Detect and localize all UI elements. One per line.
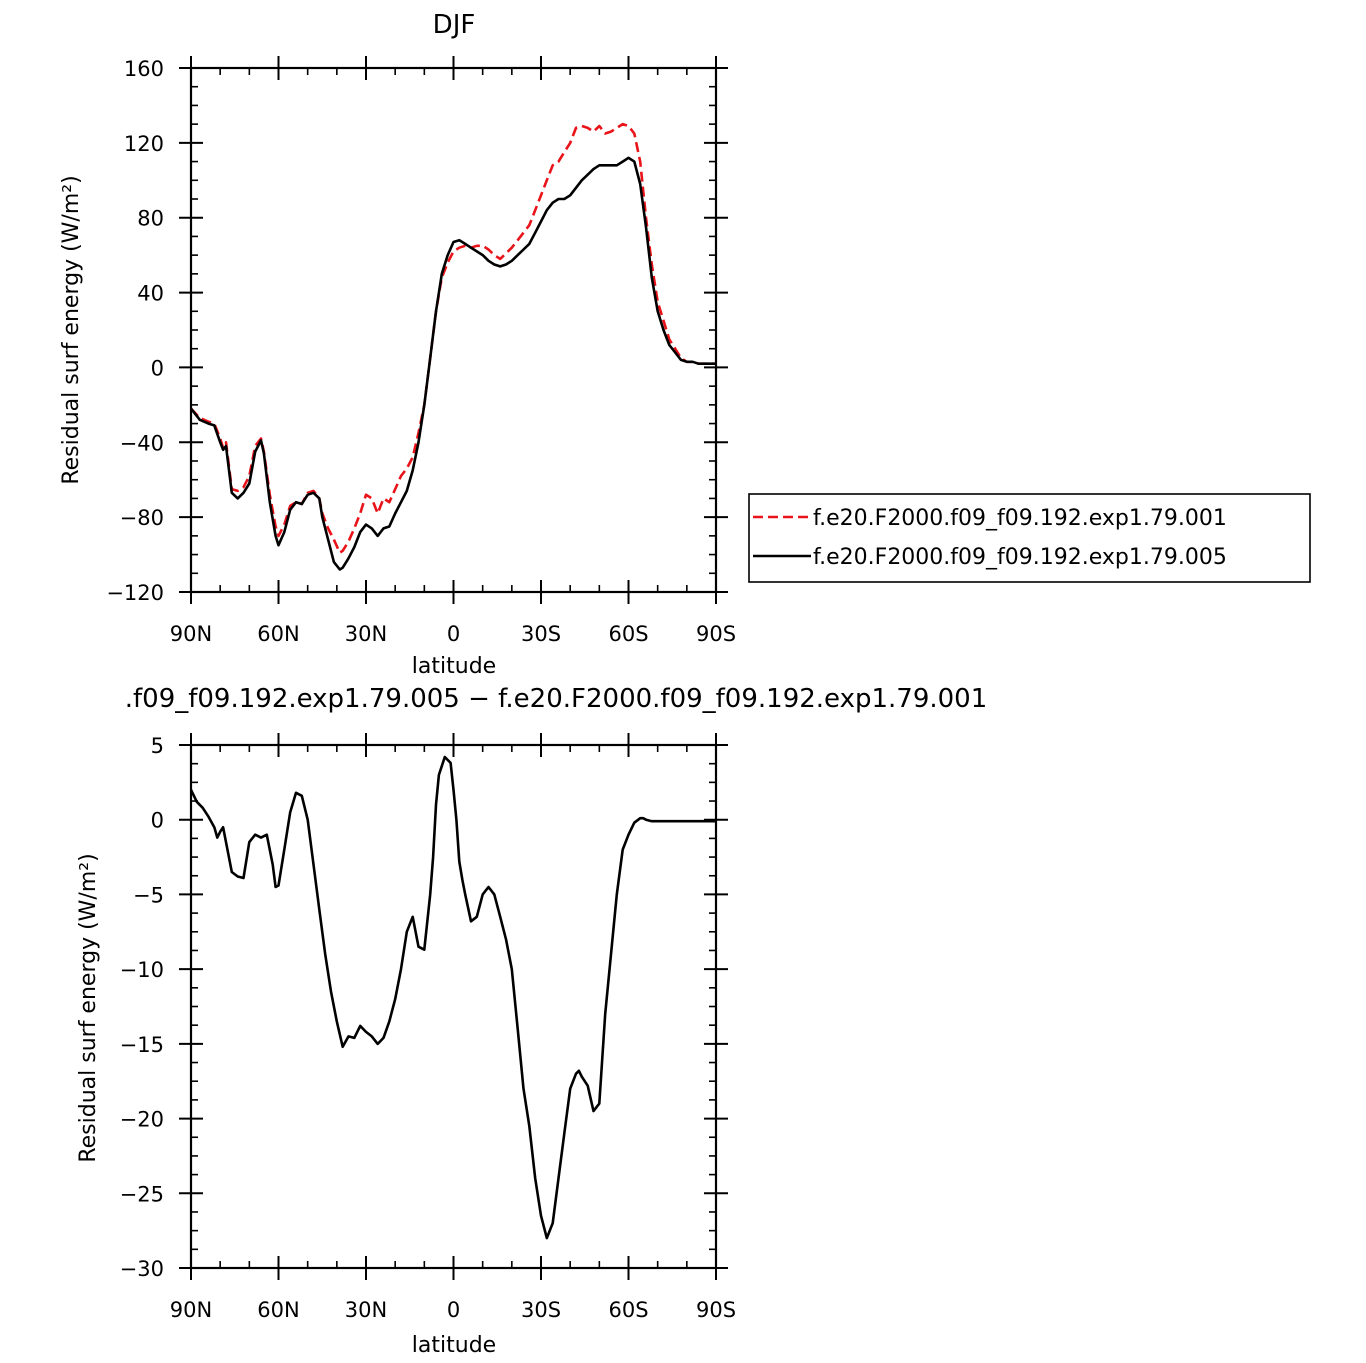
legend-label-series-1: f.e20.F2000.f09_f09.192.exp1.79.001: [813, 506, 1227, 531]
legend: f.e20.F2000.f09_f09.192.exp1.79.001 f.e2…: [748, 493, 1311, 583]
y-tick-label: −80: [120, 506, 164, 530]
chart-title: DJF: [433, 10, 476, 40]
y-tick-label: −120: [106, 581, 164, 605]
chart-difference: .f09_f09.192.exp1.79.005 − f.e20.F2000.f…: [76, 684, 987, 1358]
y-tick-label: 160: [124, 57, 164, 81]
y-tick-label: 120: [124, 132, 164, 156]
x-tick-label: 60N: [257, 1298, 299, 1322]
y-tick-label: −15: [120, 1033, 164, 1057]
x-axis-label: latitude: [412, 654, 496, 679]
y-axis-label: Residual surf energy (W/m²): [76, 853, 101, 1162]
x-tick-label: 30S: [521, 1298, 561, 1322]
x-tick-label: 0: [447, 1298, 460, 1322]
series-line-1: [190, 122, 716, 555]
x-axis-label: latitude: [412, 1333, 496, 1358]
x-tick-label: 0: [447, 622, 460, 646]
y-tick-label: −5: [133, 883, 164, 907]
y-tick-label: −30: [120, 1257, 164, 1281]
legend-label-series-2: f.e20.F2000.f09_f09.192.exp1.79.005: [813, 545, 1227, 570]
y-axis-label: Residual surf energy (W/m²): [59, 175, 84, 484]
y-tick-label: −10: [120, 958, 164, 982]
y-tick-label: −25: [120, 1182, 164, 1206]
x-tick-label: 30S: [521, 622, 561, 646]
x-tick-label: 90S: [696, 622, 736, 646]
x-tick-label: 90N: [170, 1298, 212, 1322]
y-tick-label: 40: [137, 282, 164, 306]
y-tick-label: −40: [120, 431, 164, 455]
legend-box: [748, 493, 1311, 583]
x-tick-label: 60S: [608, 1298, 648, 1322]
x-tick-label: 30N: [345, 622, 387, 646]
x-tick-label: 90N: [170, 622, 212, 646]
chart-title: .f09_f09.192.exp1.79.005 − f.e20.F2000.f…: [125, 684, 988, 714]
y-tick-label: −20: [120, 1108, 164, 1132]
y-tick-label: 0: [151, 356, 164, 380]
x-tick-label: 30N: [345, 1298, 387, 1322]
x-tick-label: 60N: [257, 622, 299, 646]
x-tick-label: 60S: [608, 622, 648, 646]
plot-frame: [189, 743, 718, 1270]
series-line-1: [189, 755, 716, 1240]
y-tick-label: 5: [151, 734, 164, 758]
y-tick-label: 80: [137, 207, 164, 231]
series-line-2: [189, 156, 716, 571]
y-tick-label: 0: [151, 809, 164, 833]
x-tick-label: 90S: [696, 1298, 736, 1322]
